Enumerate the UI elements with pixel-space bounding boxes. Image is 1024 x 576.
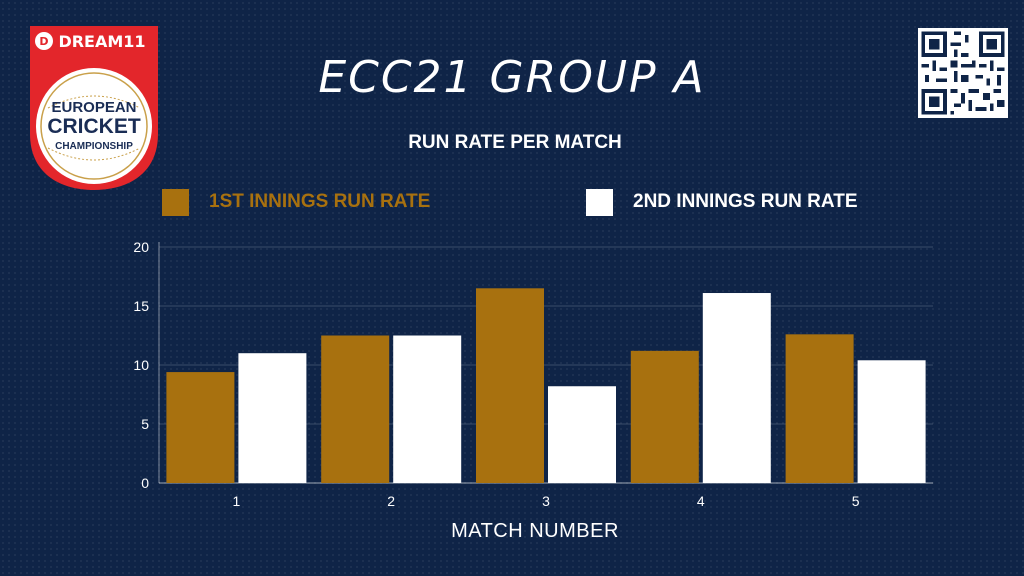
- chart-title: ECC21 GROUP A: [318, 52, 706, 103]
- legend-swatch-1st-innings: [162, 188, 189, 216]
- bar-series-2-match-5: [857, 360, 926, 483]
- legend-label-2nd-innings: 2ND INNINGS RUN RATE: [633, 191, 858, 212]
- bar-series-2-match-4: [702, 293, 771, 483]
- logo-brand: DREAM11: [58, 32, 145, 51]
- ecc-logo: D DREAM11 EUROPEAN CRICKET CHAMPIONSHIP: [30, 26, 158, 190]
- y-tick-label: 10: [133, 357, 149, 373]
- bar-series-2-match-3: [548, 386, 616, 483]
- bar-series-2-match-1: [238, 353, 307, 483]
- x-tick-label: 3: [542, 493, 550, 509]
- chart-subtitle: RUN RATE PER MATCH: [408, 132, 622, 153]
- bar-series-1-match-3: [476, 288, 544, 483]
- bar-series-1-match-4: [630, 350, 699, 483]
- svg-text:D: D: [39, 35, 48, 48]
- x-axis-title: MATCH NUMBER: [451, 520, 619, 542]
- bar-series-1-match-2: [321, 335, 390, 483]
- x-tick-label: 5: [852, 493, 860, 509]
- legend-item-2nd-innings: 2ND INNINGS RUN RATE: [586, 188, 858, 216]
- x-tick-label: 4: [697, 493, 705, 509]
- logo-line-3: CHAMPIONSHIP: [55, 141, 133, 152]
- legend-label-1st-innings: 1ST INNINGS RUN RATE: [209, 191, 431, 212]
- legend-item-1st-innings: 1ST INNINGS RUN RATE: [162, 188, 430, 216]
- bar-series-1-match-5: [785, 334, 854, 483]
- x-tick-label: 2: [387, 493, 395, 509]
- y-tick-label: 20: [133, 239, 149, 255]
- logo-line-2: CRICKET: [47, 115, 141, 138]
- legend-swatch-2nd-innings: [586, 188, 613, 216]
- x-tick-label: 1: [233, 493, 241, 509]
- logo-line-1: EUROPEAN: [51, 99, 136, 116]
- y-tick-label: 15: [133, 298, 149, 314]
- y-tick-label: 5: [141, 416, 149, 432]
- y-tick-label: 0: [141, 475, 149, 491]
- qr-code-icon[interactable]: [918, 28, 1008, 118]
- bar-series-1-match-1: [166, 372, 235, 483]
- bar-series-2-match-2: [393, 335, 462, 483]
